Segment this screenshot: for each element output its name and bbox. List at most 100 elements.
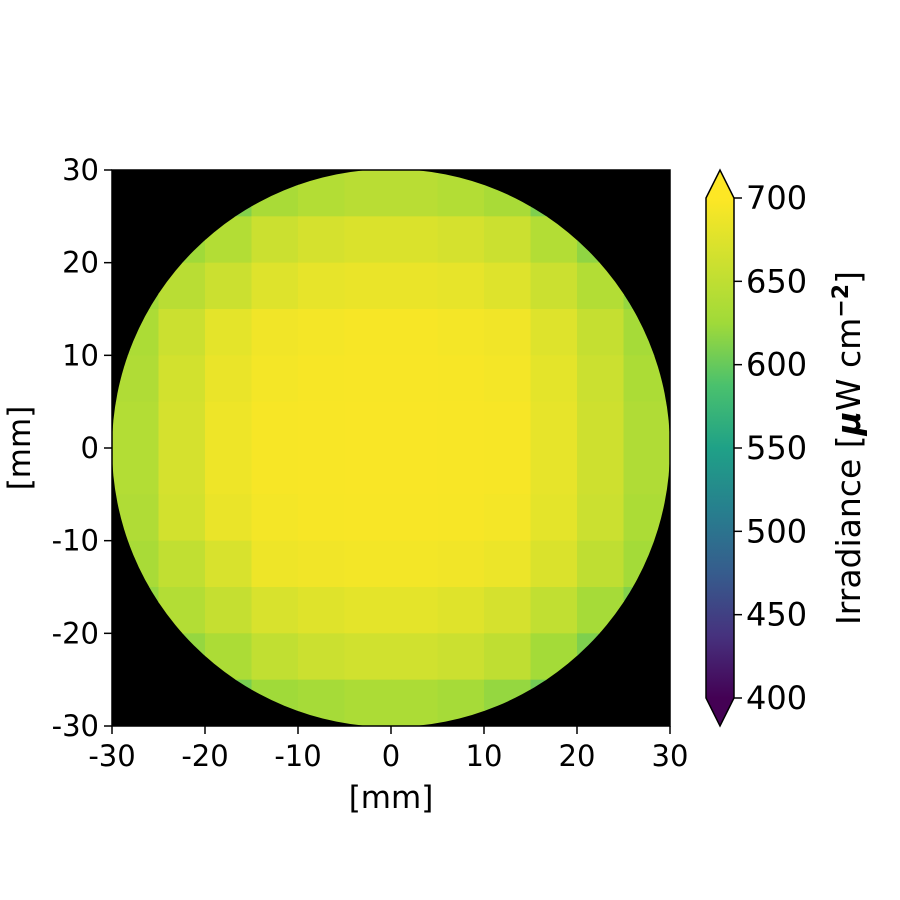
heatmap-cell bbox=[251, 401, 299, 449]
y-tick-label: -20 bbox=[52, 616, 99, 650]
heatmap-cell bbox=[577, 309, 625, 356]
heatmap-cell bbox=[391, 262, 439, 310]
y-tick-label: -10 bbox=[52, 524, 99, 558]
heatmap-cell bbox=[437, 216, 485, 264]
heatmap-cell bbox=[112, 401, 160, 449]
colorbar-extend-max bbox=[706, 170, 734, 198]
heatmap-cell bbox=[251, 448, 299, 495]
heatmap-cell bbox=[298, 216, 346, 264]
heatmap-cell bbox=[158, 309, 206, 356]
heatmap-cell bbox=[484, 216, 532, 264]
colorbar-gradient bbox=[706, 198, 734, 698]
heatmap-cell bbox=[298, 587, 346, 634]
heatmap-cell bbox=[391, 401, 439, 449]
heatmap-cell bbox=[577, 448, 625, 495]
x-axis-label: [mm] bbox=[349, 780, 434, 816]
heatmap-cell bbox=[205, 262, 253, 310]
heatmap-cell bbox=[437, 401, 485, 449]
heatmap-cell bbox=[391, 216, 439, 264]
heatmap-cell bbox=[158, 494, 206, 542]
heatmap-cell bbox=[344, 170, 392, 217]
heatmap-cell bbox=[344, 540, 392, 588]
x-tick-label: -20 bbox=[181, 739, 228, 773]
colorbar-tick-label: 700 bbox=[746, 179, 807, 217]
heatmap-cell bbox=[251, 494, 299, 542]
heatmap-cell bbox=[205, 401, 253, 449]
heatmap-cell bbox=[344, 587, 392, 634]
heatmap-cell bbox=[391, 355, 439, 403]
x-tick-label: 30 bbox=[652, 739, 689, 773]
heatmap-cell bbox=[205, 540, 253, 588]
heatmap-cell bbox=[437, 309, 485, 356]
heatmap-cell bbox=[484, 494, 532, 542]
heatmap-cell bbox=[484, 309, 532, 356]
colorbar-tick-label: 600 bbox=[746, 346, 807, 384]
heatmap-cell bbox=[437, 448, 485, 495]
heatmap-cell bbox=[251, 309, 299, 356]
heatmap-cell bbox=[437, 262, 485, 310]
heatmap-cell bbox=[205, 587, 253, 634]
heatmap-cell bbox=[391, 587, 439, 634]
colorbar-tick-label: 550 bbox=[746, 429, 807, 467]
heatmap-cell bbox=[251, 216, 299, 264]
heatmap-cell bbox=[484, 401, 532, 449]
heatmap-cell bbox=[623, 448, 670, 495]
heatmap-cell bbox=[298, 355, 346, 403]
y-tick-label: 0 bbox=[81, 431, 99, 465]
heatmap-cell bbox=[205, 494, 253, 542]
heatmap-cell bbox=[251, 262, 299, 310]
heatmap-cell bbox=[391, 170, 439, 217]
heatmap-cell bbox=[158, 401, 206, 449]
heatmap-cell bbox=[251, 633, 299, 681]
heatmap-cell bbox=[344, 448, 392, 495]
colorbar-extend-min bbox=[706, 698, 734, 726]
heatmap-cell bbox=[344, 679, 392, 727]
y-tick-label: 20 bbox=[62, 246, 99, 280]
heatmap-cell bbox=[344, 494, 392, 542]
y-tick-label: 10 bbox=[62, 338, 99, 372]
heatmap-cell bbox=[251, 355, 299, 403]
heatmap-cell bbox=[530, 540, 578, 588]
heatmap-cell bbox=[391, 633, 439, 681]
x-tick-label: -30 bbox=[88, 739, 135, 773]
heatmap-cell bbox=[158, 448, 206, 495]
heatmap-cell bbox=[251, 540, 299, 588]
x-tick-label: 0 bbox=[382, 739, 400, 773]
heatmap-cell bbox=[205, 309, 253, 356]
heatmap-cell bbox=[251, 587, 299, 634]
x-tick-label: -10 bbox=[274, 739, 321, 773]
heatmap-cell bbox=[298, 633, 346, 681]
y-tick-label: -30 bbox=[52, 709, 99, 743]
heatmap-cell bbox=[484, 633, 532, 681]
colorbar-tick-label: 500 bbox=[746, 512, 807, 550]
heatmap-cell bbox=[298, 448, 346, 495]
heatmap-cell bbox=[577, 494, 625, 542]
heatmap-cell bbox=[530, 448, 578, 495]
heatmap-cell bbox=[437, 355, 485, 403]
heatmap-cell bbox=[298, 540, 346, 588]
heatmap-cell bbox=[344, 309, 392, 356]
heatmap-cell bbox=[158, 540, 206, 588]
heatmap-cell bbox=[530, 262, 578, 310]
heatmap-cell bbox=[205, 355, 253, 403]
axes: -30 -20 -10 0 10 20 30 -30 -20 -10 0 10 20 30 bbox=[52, 153, 689, 773]
heatmap-cell bbox=[391, 309, 439, 356]
heatmap-cell bbox=[530, 355, 578, 403]
heatmap-cell bbox=[484, 355, 532, 403]
x-tick-label: 10 bbox=[466, 739, 503, 773]
colorbar-tick-label: 450 bbox=[746, 596, 807, 634]
heatmap-cell bbox=[530, 587, 578, 634]
heatmap-cell bbox=[205, 448, 253, 495]
heatmap-cell bbox=[437, 540, 485, 588]
heatmap-cell bbox=[344, 355, 392, 403]
heatmap-cell bbox=[484, 448, 532, 495]
heatmap-cell bbox=[298, 309, 346, 356]
heatmap-cell bbox=[344, 633, 392, 681]
heatmap-cell bbox=[344, 216, 392, 264]
heatmap-cell bbox=[484, 587, 532, 634]
heatmap-cell bbox=[158, 355, 206, 403]
heatmap-cell bbox=[437, 633, 485, 681]
heatmap-cell bbox=[484, 540, 532, 588]
heatmap-cell bbox=[577, 540, 625, 588]
